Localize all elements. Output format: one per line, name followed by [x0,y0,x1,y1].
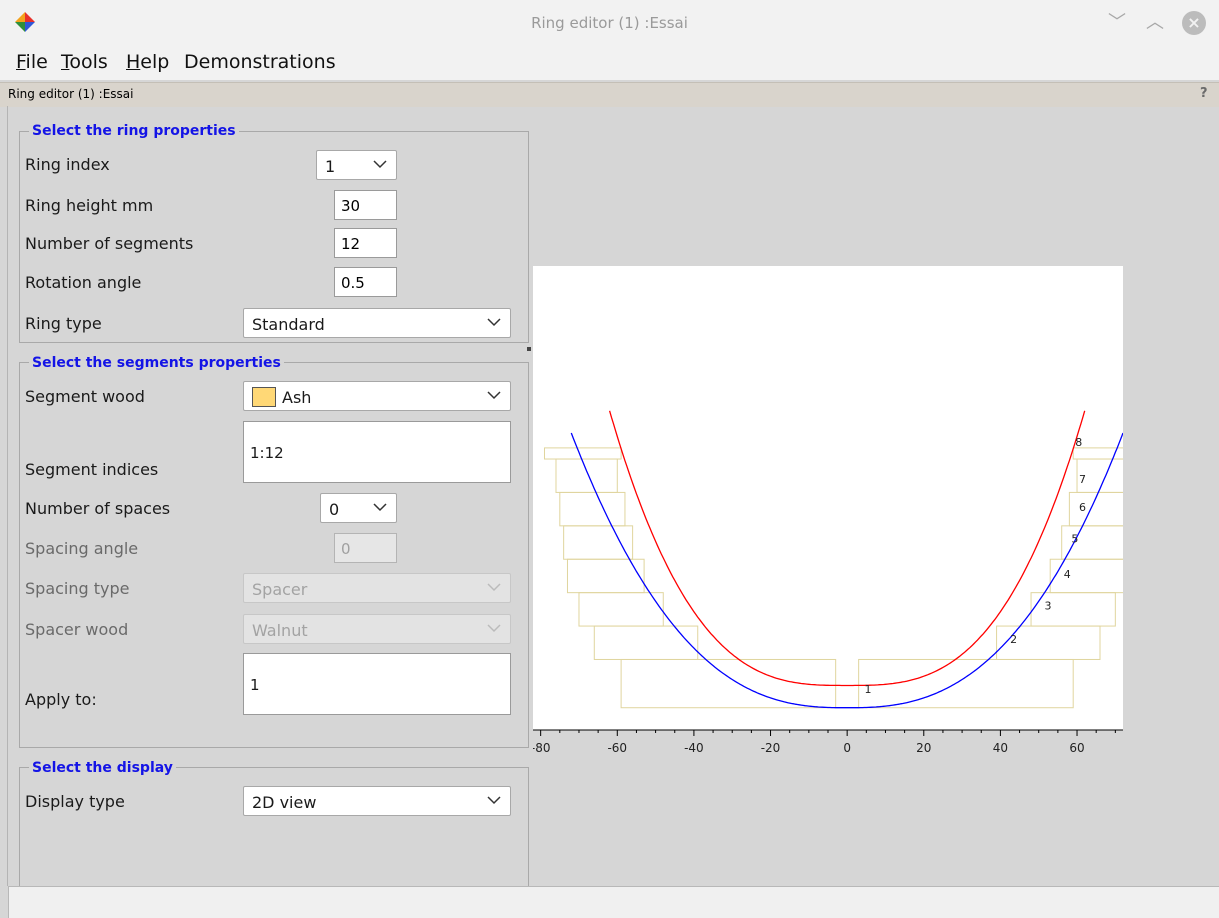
ring-label: 2 [1010,633,1017,646]
status-bar [8,886,1219,918]
x-tick-label: 0 [843,741,851,755]
app-logo-icon [15,12,35,32]
wood-color-swatch [252,387,276,407]
minimize-icon[interactable]: ﹀ [1108,12,1126,33]
x-tick-label: -40 [684,741,704,755]
ring-label: 8 [1075,436,1082,449]
spacer-wood-select[interactable]: Walnut [243,614,511,644]
ring-label: 1 [864,683,871,696]
chevron-down-icon [487,318,501,327]
menu-demonstrations[interactable]: Demonstrations [184,51,336,73]
segment-indices-label: Segment indices [25,460,159,479]
outer-profile-line [570,432,1123,709]
ring-type-select[interactable]: Standard [243,308,511,338]
menu-tools[interactable]: Tools [61,51,108,73]
x-tick-label: -80 [533,741,550,755]
ring-height-input[interactable]: 30 [334,190,397,220]
spacing-angle-input[interactable]: 0 [334,533,397,563]
ring-type-label: Ring type [25,314,102,333]
chevron-down-icon [487,624,501,633]
x-tick-label: -20 [761,741,781,755]
spacing-type-label: Spacing type [25,579,130,598]
help-icon[interactable]: ? [1200,86,1208,101]
menu-bar: File Tools Help Demonstrations [0,46,1219,80]
ring-segment-1 [858,658,1074,709]
x-tick-label: -60 [607,741,627,755]
display-title: Select the display [29,760,176,776]
ring-height-label: Ring height mm [25,196,154,215]
segment-properties-title: Select the segments properties [29,355,284,371]
ring-label: 5 [1071,533,1078,546]
num-spaces-label: Number of spaces [25,499,171,518]
window-titlebar: Ring editor (1) :Essai ﹀ ︿ × [0,0,1219,46]
apply-to-input[interactable]: 1 [243,653,511,715]
num-spaces-select[interactable]: 0 [320,493,397,523]
rotation-angle-label: Rotation angle [25,273,142,292]
ring-properties-group [19,131,529,343]
menu-file[interactable]: File [16,51,48,73]
display-type-label: Display type [25,792,125,811]
inner-profile-line [608,410,1086,687]
chevron-down-icon [487,391,501,400]
ring-profile-chart: 1 2 3 4 5 6 7 8 -80 -60 -40 -20 0 20 40 60 [533,266,1123,755]
dock-title: Ring editor (1) :Essai [8,87,134,101]
chevron-down-icon [373,503,387,512]
ring-label: 3 [1045,599,1052,612]
window-title: Ring editor (1) :Essai [531,14,688,32]
apply-to-label: Apply to: [25,690,97,709]
chevron-down-icon [487,796,501,805]
ring-label: 7 [1079,473,1086,486]
segment-indices-input[interactable]: 1:12 [243,421,511,483]
ring-label: 6 [1079,501,1086,514]
segment-wood-select[interactable]: Ash [243,381,511,411]
rotation-angle-input[interactable]: 0.5 [334,267,397,297]
close-icon[interactable]: × [1182,11,1206,35]
left-border [7,106,8,886]
display-type-select[interactable]: 2D view [243,786,511,816]
x-tick-label: 60 [1069,741,1084,755]
spacer-wood-label: Spacer wood [25,620,129,639]
ring-segment-1 [620,658,837,709]
segment-wood-label: Segment wood [25,387,145,406]
x-tick-label: 20 [916,741,931,755]
maximize-icon[interactable]: ︿ [1146,12,1164,33]
spacing-angle-label: Spacing angle [25,539,139,558]
num-segments-input[interactable]: 12 [334,228,397,258]
chevron-down-icon [487,583,501,592]
ring-properties-title: Select the ring properties [29,123,239,139]
ring-label: 4 [1064,568,1071,581]
spacing-type-select[interactable]: Spacer [243,573,511,603]
num-segments-label: Number of segments [25,234,194,253]
x-tick-label: 40 [993,741,1008,755]
plot-area [533,266,1123,730]
ring-segment-8 [1072,447,1123,460]
ring-segment-8 [543,447,622,460]
dock-title-bar: Ring editor (1) :Essai ? [0,82,1219,107]
ring-index-label: Ring index [25,155,110,174]
menu-help[interactable]: Help [126,51,170,73]
splitter-handle[interactable] [527,347,531,351]
ring-index-select[interactable]: 1 [316,150,397,180]
chevron-down-icon [373,160,387,169]
